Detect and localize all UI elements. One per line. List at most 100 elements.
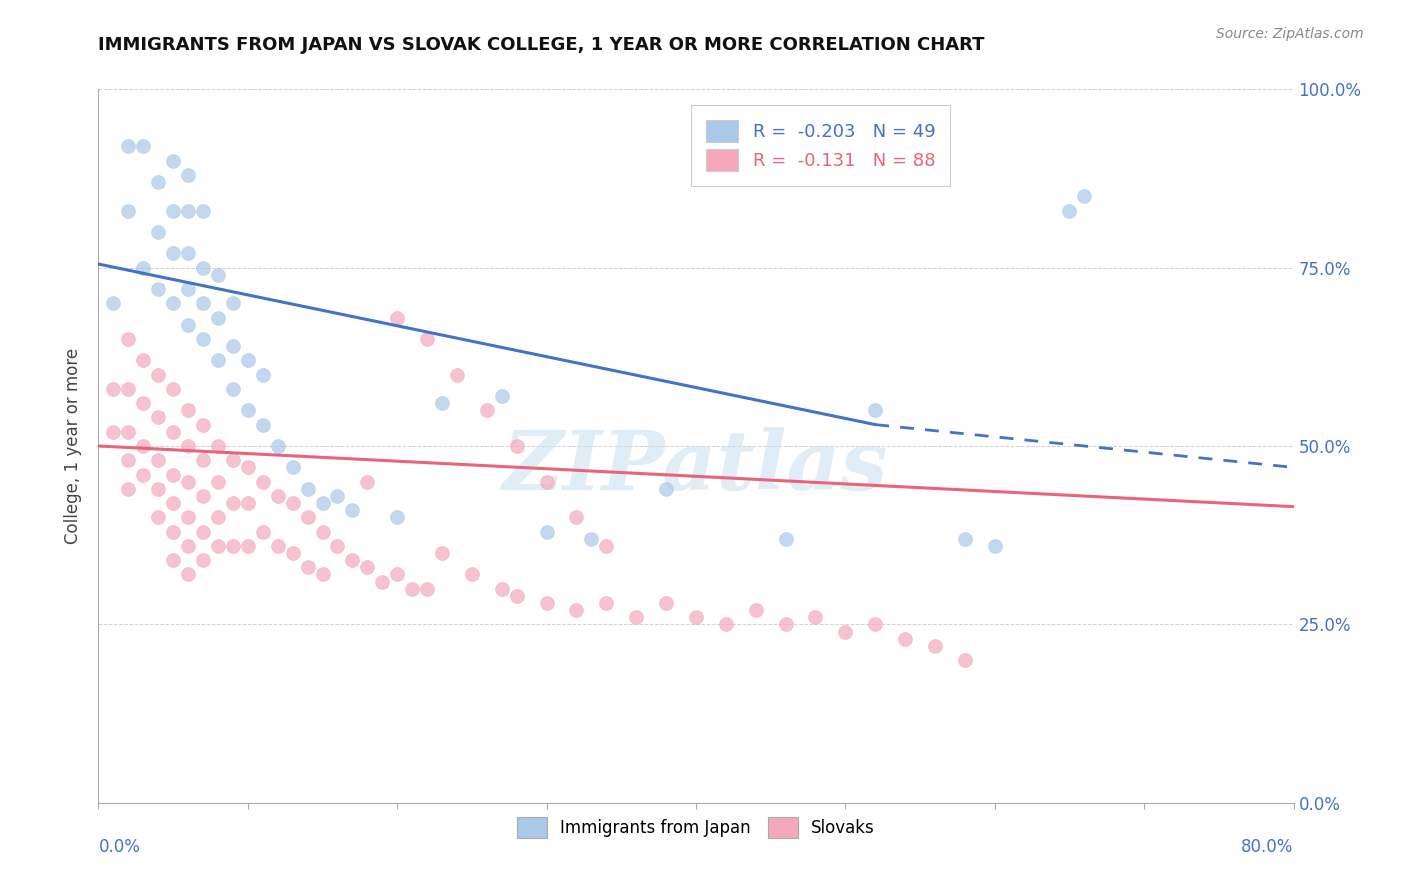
Point <box>191 203 214 218</box>
Text: Source: ZipAtlas.com: Source: ZipAtlas.com <box>1216 27 1364 41</box>
Point <box>162 203 184 218</box>
Point <box>177 475 200 489</box>
Point <box>117 139 139 153</box>
Point <box>685 610 707 624</box>
Point <box>536 596 558 610</box>
Point <box>461 567 484 582</box>
Point <box>162 296 184 310</box>
Point <box>148 453 170 467</box>
Point <box>655 482 678 496</box>
Point <box>491 582 513 596</box>
Point <box>191 553 214 567</box>
Point <box>267 539 290 553</box>
Point <box>565 603 588 617</box>
Point <box>132 439 155 453</box>
Point <box>207 539 229 553</box>
Point <box>385 567 409 582</box>
Point <box>222 453 245 467</box>
Point <box>148 482 170 496</box>
Point <box>297 482 319 496</box>
Point <box>236 496 259 510</box>
Point <box>177 567 200 582</box>
Point <box>430 396 453 410</box>
Point <box>117 482 139 496</box>
Point <box>865 403 887 417</box>
Point <box>475 403 498 417</box>
Point <box>162 246 184 260</box>
Point <box>148 225 170 239</box>
Point <box>430 546 453 560</box>
Point <box>177 539 200 553</box>
Point <box>311 567 333 582</box>
Point <box>595 539 617 553</box>
Point <box>865 617 887 632</box>
Text: ZIPatlas: ZIPatlas <box>503 427 889 508</box>
Point <box>416 582 439 596</box>
Point <box>177 168 200 182</box>
Point <box>177 403 200 417</box>
Point <box>191 524 214 539</box>
Point <box>148 175 170 189</box>
Point <box>446 368 468 382</box>
Point <box>775 617 797 632</box>
Point <box>162 382 184 396</box>
Point <box>162 553 184 567</box>
Point <box>595 596 617 610</box>
Point <box>356 475 378 489</box>
Point <box>162 425 184 439</box>
Point <box>148 510 170 524</box>
Point <box>191 453 214 467</box>
Point <box>626 610 648 624</box>
Point <box>953 532 976 546</box>
Point <box>506 589 529 603</box>
Point <box>162 496 184 510</box>
Text: IMMIGRANTS FROM JAPAN VS SLOVAK COLLEGE, 1 YEAR OR MORE CORRELATION CHART: IMMIGRANTS FROM JAPAN VS SLOVAK COLLEGE,… <box>98 36 986 54</box>
Point <box>191 260 214 275</box>
Point <box>385 510 409 524</box>
Point <box>984 539 1007 553</box>
Point <box>177 203 200 218</box>
Point <box>222 496 245 510</box>
Point <box>207 310 229 325</box>
Point <box>894 632 917 646</box>
Point <box>252 475 274 489</box>
Point <box>177 318 200 332</box>
Point <box>297 510 319 524</box>
Point <box>581 532 603 546</box>
Point <box>281 496 304 510</box>
Point <box>117 453 139 467</box>
Point <box>416 332 439 346</box>
Point <box>117 203 139 218</box>
Point <box>326 539 349 553</box>
Y-axis label: College, 1 year or more: College, 1 year or more <box>65 348 83 544</box>
Point <box>177 282 200 296</box>
Point <box>177 246 200 260</box>
Point <box>267 489 290 503</box>
Point <box>132 467 155 482</box>
Point <box>191 296 214 310</box>
Point <box>371 574 394 589</box>
Point <box>103 425 125 439</box>
Point <box>103 296 125 310</box>
Point <box>236 403 259 417</box>
Point <box>401 582 423 596</box>
Point <box>506 439 529 453</box>
Point <box>342 553 364 567</box>
Point <box>342 503 364 517</box>
Point <box>162 467 184 482</box>
Point <box>252 368 274 382</box>
Point <box>191 489 214 503</box>
Point <box>1073 189 1095 203</box>
Point <box>1059 203 1081 218</box>
Point <box>191 332 214 346</box>
Point <box>103 382 125 396</box>
Point <box>491 389 513 403</box>
Point <box>804 610 827 624</box>
Point <box>281 460 304 475</box>
Point <box>953 653 976 667</box>
Legend: Immigrants from Japan, Slovaks: Immigrants from Japan, Slovaks <box>510 811 882 845</box>
Point <box>252 524 274 539</box>
Point <box>207 268 229 282</box>
Point <box>311 524 333 539</box>
Point <box>222 539 245 553</box>
